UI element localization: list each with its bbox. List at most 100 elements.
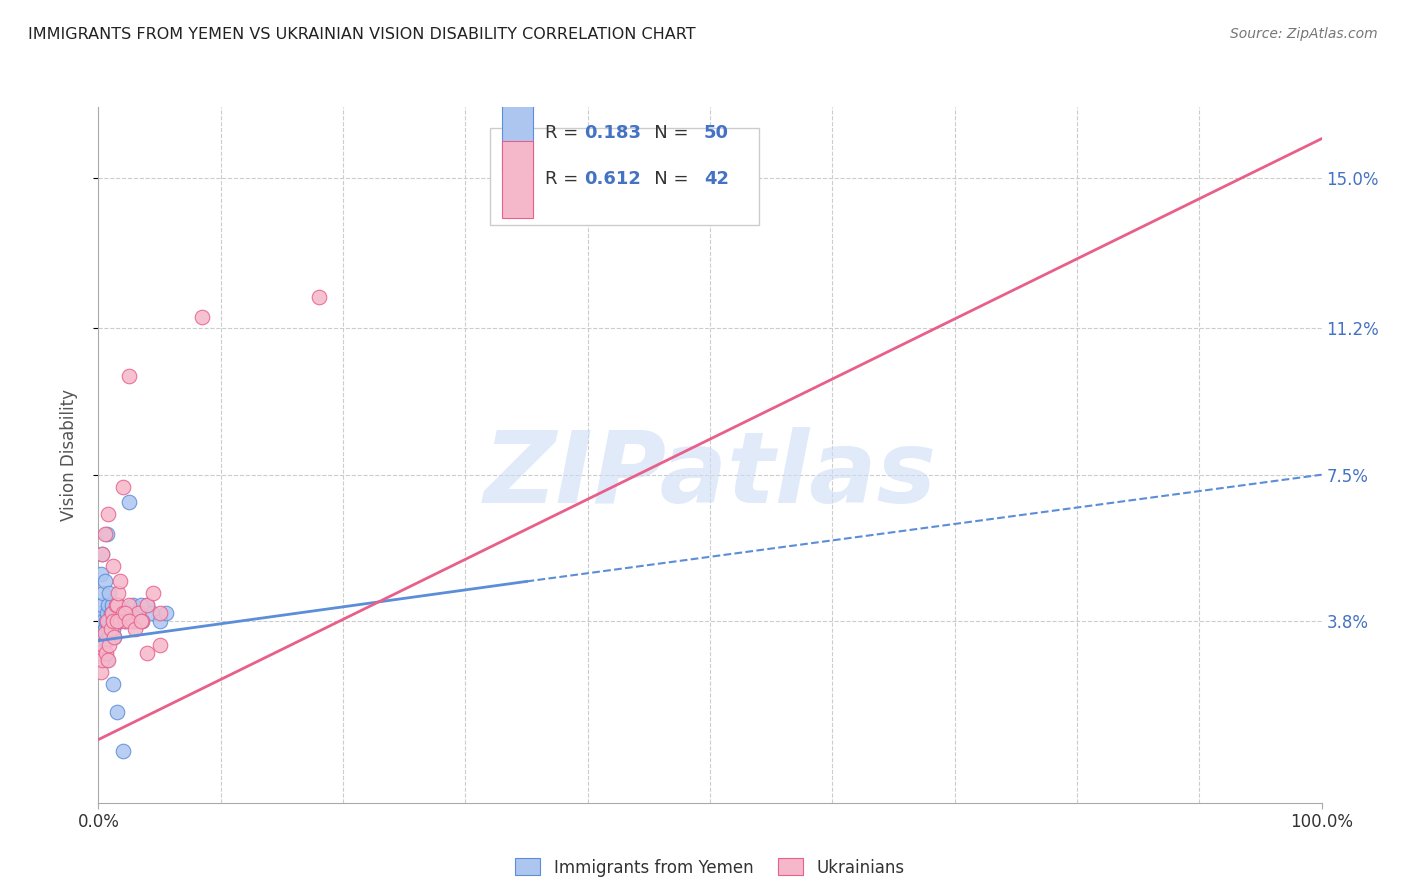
Text: 50: 50: [704, 125, 728, 143]
Point: [114, 614, 136, 628]
Text: R =: R =: [546, 170, 583, 188]
Point: [105, 705, 128, 719]
Point: [98, 586, 121, 600]
Point: [93, 574, 115, 589]
Point: [110, 574, 132, 589]
Point: [100, 622, 122, 636]
Text: 0.183: 0.183: [583, 125, 641, 143]
Point: [191, 310, 214, 324]
Point: [155, 606, 177, 620]
Point: [142, 586, 165, 600]
Point: [97, 507, 120, 521]
Point: [91, 638, 114, 652]
Point: [124, 622, 146, 636]
Point: [93, 527, 115, 541]
Point: [90, 566, 112, 581]
Point: [149, 638, 172, 652]
Point: [98, 638, 121, 652]
Point: [101, 614, 124, 628]
Point: [101, 677, 124, 691]
Point: [101, 606, 124, 620]
Point: [104, 598, 127, 612]
Point: [107, 598, 129, 612]
Point: [97, 598, 120, 612]
Point: [91, 638, 114, 652]
Point: [89, 614, 111, 628]
Point: [103, 630, 125, 644]
Point: [101, 598, 124, 612]
Point: [114, 614, 136, 628]
Text: ZIPatlas: ZIPatlas: [484, 427, 936, 524]
Point: [91, 598, 114, 612]
Point: [90, 665, 112, 680]
Text: IMMIGRANTS FROM YEMEN VS UKRAINIAN VISION DISABILITY CORRELATION CHART: IMMIGRANTS FROM YEMEN VS UKRAINIAN VISIO…: [28, 27, 696, 42]
Point: [136, 598, 159, 612]
Point: [100, 606, 122, 620]
Text: N =: N =: [637, 170, 695, 188]
Point: [121, 614, 143, 628]
Point: [94, 633, 117, 648]
Point: [308, 290, 330, 304]
Point: [141, 606, 163, 620]
Point: [118, 598, 141, 612]
Legend: Immigrants from Yemen, Ukrainians: Immigrants from Yemen, Ukrainians: [508, 850, 912, 885]
Point: [131, 614, 153, 628]
Point: [97, 653, 120, 667]
Point: [118, 614, 141, 628]
Point: [90, 606, 112, 620]
Point: [91, 614, 114, 628]
Y-axis label: Vision Disability: Vision Disability: [59, 389, 77, 521]
Point: [136, 598, 159, 612]
Text: R =: R =: [546, 125, 583, 143]
Point: [118, 606, 141, 620]
Point: [149, 606, 172, 620]
Point: [101, 614, 124, 628]
Point: [118, 495, 141, 509]
Point: [103, 614, 125, 628]
Point: [131, 614, 153, 628]
Point: [89, 646, 111, 660]
Point: [96, 527, 118, 541]
Point: [111, 744, 134, 758]
Point: [114, 606, 136, 620]
Point: [111, 606, 134, 620]
FancyBboxPatch shape: [489, 128, 759, 226]
Point: [97, 622, 120, 636]
Point: [101, 622, 124, 636]
Point: [91, 547, 114, 561]
Point: [91, 547, 114, 561]
Point: [104, 606, 127, 620]
Point: [129, 614, 152, 628]
Point: [101, 558, 124, 573]
Point: [111, 479, 134, 493]
Point: [101, 606, 124, 620]
Point: [110, 614, 132, 628]
Point: [96, 653, 118, 667]
Point: [105, 598, 128, 612]
Point: [124, 614, 146, 628]
Point: [107, 586, 129, 600]
Point: [91, 586, 114, 600]
Point: [105, 614, 128, 628]
Point: [94, 646, 117, 660]
Text: Source: ZipAtlas.com: Source: ZipAtlas.com: [1230, 27, 1378, 41]
Point: [129, 598, 152, 612]
Text: 42: 42: [704, 170, 728, 188]
Point: [93, 646, 115, 660]
Point: [136, 646, 159, 660]
Point: [91, 653, 114, 667]
Point: [94, 614, 117, 628]
Point: [96, 606, 118, 620]
Point: [96, 614, 118, 628]
Point: [98, 630, 121, 644]
Point: [128, 606, 150, 620]
Point: [93, 625, 115, 640]
Text: N =: N =: [637, 125, 695, 143]
Point: [118, 368, 141, 383]
Point: [100, 622, 122, 636]
Point: [127, 606, 149, 620]
Point: [149, 614, 172, 628]
Point: [105, 614, 128, 628]
FancyBboxPatch shape: [502, 95, 533, 172]
Point: [111, 606, 134, 620]
